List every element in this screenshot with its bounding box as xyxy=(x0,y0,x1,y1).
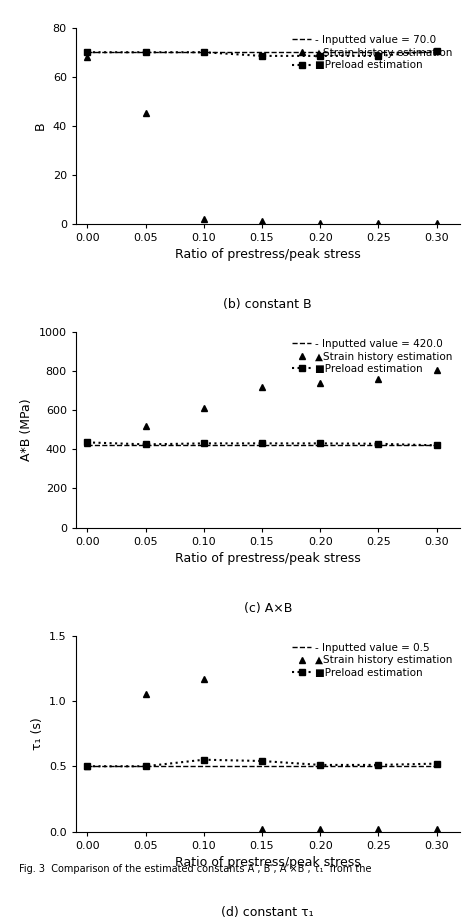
X-axis label: Ratio of prestress/peak stress: Ratio of prestress/peak stress xyxy=(175,249,361,261)
Text: (c) A×B: (c) A×B xyxy=(244,602,292,615)
Y-axis label: B: B xyxy=(34,121,47,130)
Y-axis label: A*B (MPa): A*B (MPa) xyxy=(20,398,33,461)
Y-axis label: τ₁ (s): τ₁ (s) xyxy=(31,717,44,750)
Legend: - Inputted value = 0.5, ▲Strain history estimation, ■Preload estimation: - Inputted value = 0.5, ▲Strain history … xyxy=(290,640,455,680)
X-axis label: Ratio of prestress/peak stress: Ratio of prestress/peak stress xyxy=(175,857,361,869)
X-axis label: Ratio of prestress/peak stress: Ratio of prestress/peak stress xyxy=(175,553,361,565)
Legend: - Inputted value = 70.0, ▲Strain history estimation, ■Preload estimation: - Inputted value = 70.0, ▲Strain history… xyxy=(290,33,455,72)
Text: (b) constant B: (b) constant B xyxy=(224,298,312,311)
Text: (d) constant τ₁: (d) constant τ₁ xyxy=(221,906,314,919)
Text: Fig. 3  Comparison of the estimated constants A’, B’, A’×B’, τ₁’ from the: Fig. 3 Comparison of the estimated const… xyxy=(19,864,372,874)
Legend: - Inputted value = 420.0, ▲Strain history estimation, ■Preload estimation: - Inputted value = 420.0, ▲Strain histor… xyxy=(290,337,455,376)
